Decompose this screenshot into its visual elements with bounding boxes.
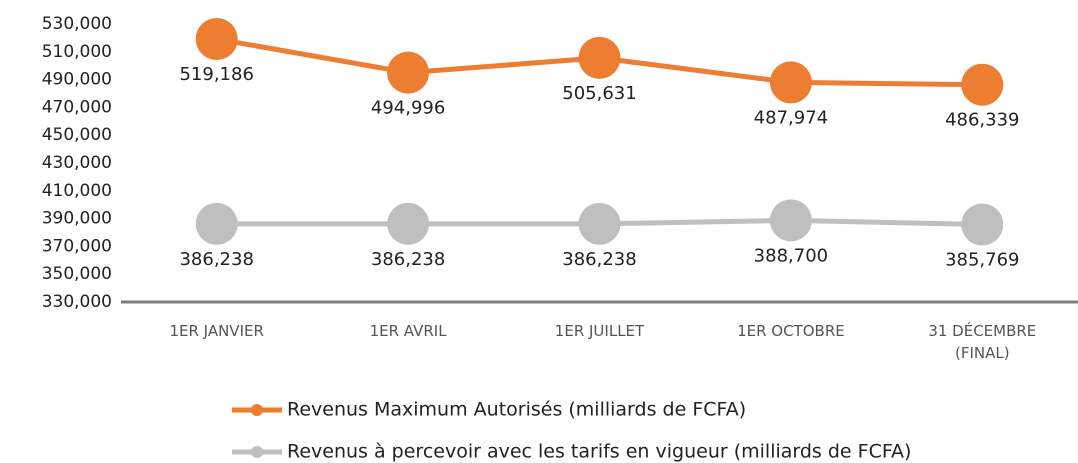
y-tick-label: 390,000: [42, 209, 112, 229]
x-tick-label: 1ER AVRIL: [369, 322, 447, 340]
y-tick-label: 530,000: [42, 14, 112, 34]
point-marker: [769, 61, 812, 104]
point-marker: [387, 202, 430, 245]
data-label: 519,186: [179, 64, 253, 85]
data-label: 386,238: [371, 249, 445, 270]
data-label: 385,769: [945, 249, 1019, 270]
y-tick-label: 350,000: [42, 264, 112, 284]
y-tick-label: 510,000: [42, 42, 112, 62]
x-tick-label: 1ER JANVIER: [169, 322, 264, 340]
legend-marker: [251, 404, 263, 416]
data-label: 505,631: [562, 83, 636, 104]
y-tick-label: 370,000: [42, 236, 112, 256]
data-label: 388,700: [754, 245, 828, 266]
x-tick-label: 31 DÉCEMBRE (FINAL): [928, 322, 1037, 362]
data-label: 486,339: [945, 110, 1019, 131]
data-label: 487,974: [754, 107, 828, 128]
data-label: 386,238: [179, 249, 253, 270]
y-tick-label: 470,000: [42, 97, 112, 117]
point-marker: [195, 202, 238, 245]
point-marker: [387, 51, 430, 94]
x-tick-label: 1ER OCTOBRE: [737, 322, 845, 340]
data-label: 386,238: [562, 249, 636, 270]
point-marker: [961, 63, 1004, 106]
x-tick-label: 1ER JUILLET: [554, 322, 645, 340]
legend-label: Revenus Maximum Autorisés (milliards de …: [287, 399, 746, 421]
y-tick-label: 450,000: [42, 125, 112, 145]
legend-marker: [251, 446, 263, 458]
point-marker: [961, 203, 1004, 246]
legend-label: Revenus à percevoir avec les tarifs en v…: [287, 441, 911, 463]
y-tick-label: 490,000: [42, 70, 112, 90]
y-tick-label: 430,000: [42, 153, 112, 173]
point-marker: [578, 36, 621, 79]
y-tick-label: 330,000: [42, 292, 112, 312]
point-marker: [769, 199, 812, 242]
point-marker: [578, 202, 621, 245]
data-label: 494,996: [371, 98, 445, 119]
point-marker: [195, 18, 238, 61]
y-tick-label: 410,000: [42, 181, 112, 201]
